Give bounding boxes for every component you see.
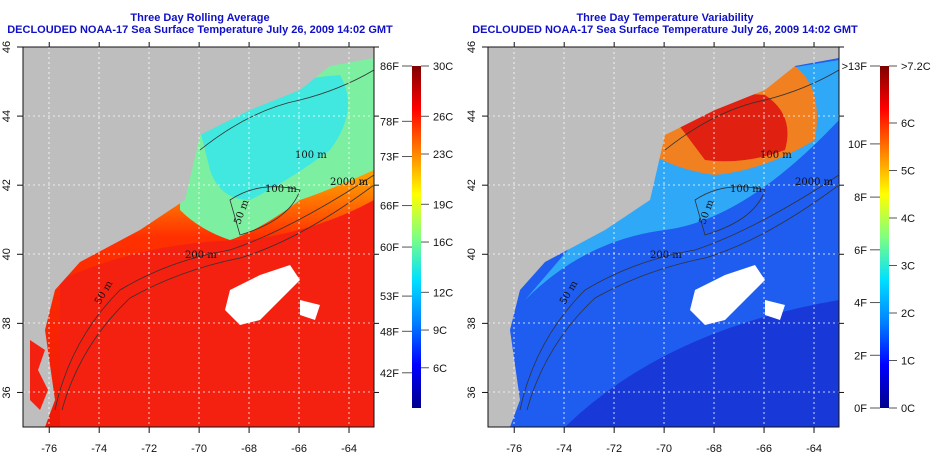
title-line-2: DECLOUDED NOAA-17 Sea Surface Temperatur… [472, 24, 858, 36]
colorbar-label-f: 4F [854, 298, 867, 310]
colorbar-label-c: 23C [433, 149, 453, 161]
map-axes: -76 -74 -72 -70 -68 -66 -64 46 44 42 40 38 36 [1, 41, 379, 455]
lat-tick-label: 36 [466, 386, 478, 398]
land [488, 47, 839, 427]
colorbar-label-f: 48F [380, 326, 399, 338]
lon-tick-label: -66 [756, 443, 772, 455]
colorbar-label-f: 73F [380, 152, 399, 164]
title-line-1: Three Day Rolling Average [130, 12, 270, 24]
lon-tick-label: -72 [606, 443, 622, 455]
lon-tick-label: -66 [291, 443, 307, 455]
lat-tick-label: 38 [1, 317, 13, 329]
lat-tick-label: 36 [1, 386, 13, 398]
map-frame [487, 46, 840, 428]
lat-tick-label: 42 [466, 179, 478, 191]
cloud-patch [690, 265, 785, 325]
colorbar-label-c: 30C [433, 61, 453, 73]
bathymetry-contours [519, 69, 839, 411]
lon-tick-label: -74 [91, 443, 107, 455]
southern-low-variability [565, 300, 839, 427]
colorbar-label-f: 10F [848, 139, 867, 151]
lat-tick-label: 44 [1, 110, 13, 122]
colorbar-label-c: >7.2C [901, 61, 931, 73]
title-line-1: Three Day Temperature Variability [576, 12, 754, 24]
lat-tick-label: 44 [466, 110, 478, 122]
contour-label: 100 m [760, 150, 792, 161]
contour-label: 2000 m [330, 177, 369, 188]
graticule [488, 47, 839, 427]
bathymetry-contours [54, 69, 374, 411]
title-line-2: DECLOUDED NOAA-17 Sea Surface Temperatur… [7, 24, 393, 36]
lon-tick-label: -70 [656, 443, 672, 455]
lon-tick-label: -64 [341, 443, 357, 455]
map-frame [22, 46, 375, 428]
variability-panel: Three Day Temperature Variability DECLOU… [465, 0, 940, 475]
panel-title: Three Day Rolling Average DECLOUDED NOAA… [0, 12, 400, 36]
colorbar-label-f: 42F [380, 368, 399, 380]
lon-tick-label: -68 [706, 443, 722, 455]
colorbar-label-c: 9C [433, 325, 447, 337]
graticule [23, 47, 374, 427]
contour-label: 100 m [295, 150, 327, 161]
colorbar-label-c: 4C [901, 213, 915, 225]
colorbar-label-f: 2F [854, 350, 867, 362]
colorbar-label-f: 78F [380, 116, 399, 128]
map-axes: -76 -74 -72 -70 -68 -66 -64 46 44 42 40 38 36 [466, 41, 844, 455]
colorbar-label-f: 8F [854, 192, 867, 204]
lat-tick-label: 42 [1, 179, 13, 191]
lon-tick-label: -64 [806, 443, 822, 455]
colorbar-label-c: 1C [901, 356, 915, 368]
colorbar-label-f: 6F [854, 245, 867, 257]
cloud-patch [225, 265, 320, 325]
lat-tick-label: 38 [466, 317, 478, 329]
lon-tick-label: -68 [241, 443, 257, 455]
contour-label: 2000 m [795, 177, 834, 188]
colorbar-label-c: 2C [901, 308, 915, 320]
colorbar-label-f: 0F [854, 403, 867, 415]
colorbar-label-c: 16C [433, 237, 453, 249]
lat-tick-label: 46 [1, 41, 13, 53]
contour-label: 100 m [265, 184, 297, 195]
contour-label: 200 m [185, 250, 217, 261]
colorbar-label-c: 5C [901, 166, 915, 178]
variability-map: 100 m 2000 m 100 m 50 m 200 m 50 m -76 -7… [466, 41, 931, 455]
panel-title: Three Day Temperature Variability DECLOU… [465, 12, 865, 36]
land [23, 47, 374, 427]
lon-tick-label: -76 [506, 443, 522, 455]
colorbar-label-c: 19C [433, 199, 453, 211]
colorbar-label-c: 0C [901, 403, 915, 415]
sst-average-panel: Three Day Rolling Average DECLOUDED NOAA… [0, 12, 453, 455]
colorbar-label-f: 66F [380, 201, 399, 213]
colorbar-label-f: 53F [380, 291, 399, 303]
lat-tick-label: 40 [466, 248, 478, 260]
lat-tick-label: 40 [1, 248, 13, 260]
colorbar-label-c: 6C [901, 118, 915, 130]
variability-colorbar: >13F 10F 8F 6F 4F 2F 0F >7.2C 6C 5C 4C 3C 2C 1C 0C [842, 61, 931, 415]
lon-tick-label: -72 [141, 443, 157, 455]
colorbar-label-c: 6C [433, 363, 447, 375]
colorbar-label-f: 86F [380, 61, 399, 73]
warm-water [60, 200, 374, 427]
lon-tick-label: -70 [191, 443, 207, 455]
colorbar-label-f: 60F [380, 242, 399, 254]
colorbar-label-c: 3C [901, 261, 915, 273]
lat-tick-label: 46 [466, 41, 478, 53]
sst-colorbar: 86F 78F 73F 66F 60F 53F 48F 42F 30C 26C 23C 19C 16C 1… [380, 61, 453, 408]
lon-tick-label: -74 [556, 443, 572, 455]
sst-average-map: 100 m 2000 m 100 m 50 m 200 m 50 m -76 -7… [1, 41, 453, 455]
chesapeake-bay [30, 340, 48, 410]
contour-label: 200 m [650, 250, 682, 261]
colorbar-label-c: 12C [433, 287, 453, 299]
colorbar-gradient [880, 66, 889, 408]
colorbar-label-f: >13F [842, 61, 868, 73]
colorbar-label-c: 26C [433, 111, 453, 123]
colorbar-gradient [412, 66, 421, 408]
contour-label: 100 m [730, 184, 762, 195]
lon-tick-label: -76 [41, 443, 57, 455]
